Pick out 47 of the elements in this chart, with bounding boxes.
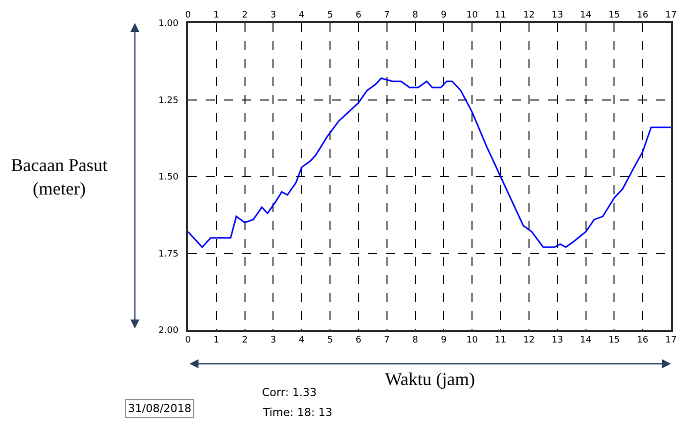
x-axis-title: Waktu (jam) <box>385 369 476 389</box>
x-tick-label: 16 <box>636 10 649 21</box>
x-tick-label: 5 <box>327 10 333 21</box>
y-tick-label: 2.00 <box>158 326 179 336</box>
x2-tick-label: 6 <box>356 336 362 346</box>
x-tick-label: 9 <box>440 10 447 21</box>
x2-tick-label: 11 <box>494 336 506 346</box>
x2-tick-label: 7 <box>384 336 390 346</box>
y-tick-label: 1.00 <box>158 19 179 30</box>
y-tick-label: 1.25 <box>158 96 178 106</box>
x-tick-label: 17 <box>665 10 677 21</box>
x2-tick-label: 1 <box>214 336 220 346</box>
x2-tick-label: 12 <box>523 336 535 346</box>
x-tick-label: 6 <box>356 10 362 21</box>
x2-tick-label: 0 <box>185 336 192 346</box>
x-tick-label: 3 <box>270 10 276 21</box>
x2-tick-label: 2 <box>242 336 248 346</box>
x-tick-label: 1 <box>214 10 220 21</box>
text: 31/08/2018 <box>128 402 192 415</box>
y-tick-label: 1.50 <box>158 172 179 183</box>
x2-tick-label: 4 <box>298 336 305 346</box>
x2-tick-label: 13 <box>552 336 564 346</box>
x-tick-label: 10 <box>466 10 478 21</box>
x-tick-label: 8 <box>412 10 418 21</box>
x2-tick-label: 5 <box>327 336 333 346</box>
x-tick-label: 2 <box>242 10 248 21</box>
text: Time: 18: 13 <box>262 406 332 419</box>
x2-tick-label: 16 <box>636 336 649 346</box>
x2-tick-label: 15 <box>608 336 620 346</box>
x-tick-label: 11 <box>494 10 506 21</box>
x-tick-label: 0 <box>185 10 192 21</box>
x2-tick-label: 17 <box>665 336 677 346</box>
y-axis-title: Bacaan Pasut (meter) <box>11 155 108 198</box>
x-tick-label: 13 <box>552 10 564 21</box>
x2-tick-label: 3 <box>270 336 276 346</box>
x2-tick-label: 10 <box>466 336 478 346</box>
x-tick-label: 7 <box>384 10 390 21</box>
x-tick-label: 4 <box>298 10 305 21</box>
x2-tick-label: 9 <box>440 336 447 346</box>
x2-tick-label: 8 <box>412 336 418 346</box>
x-tick-label: 14 <box>580 10 592 21</box>
text: Corr: 1.33 <box>262 386 317 399</box>
y-tick-label: 1.75 <box>158 249 178 260</box>
x2-tick-label: 14 <box>580 336 592 346</box>
x-tick-label: 12 <box>523 10 535 21</box>
x-tick-label: 15 <box>608 10 620 21</box>
line-series <box>188 78 671 248</box>
